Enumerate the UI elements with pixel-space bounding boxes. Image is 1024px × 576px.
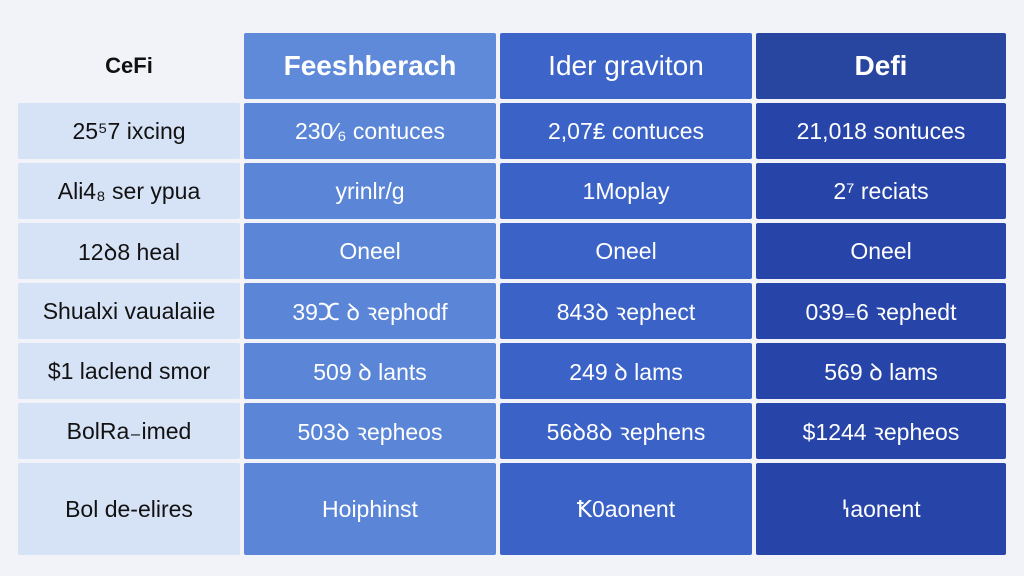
row-label: Bol de-elires <box>18 463 240 555</box>
table-cell: 249 ꝺ lams <box>500 343 752 399</box>
table-cell: Oneel <box>756 223 1006 279</box>
table-cell: 569 ꝺ lams <box>756 343 1006 399</box>
row-label: $1 laclend smor <box>18 343 240 399</box>
column-header-2: Ider graviton <box>500 33 752 99</box>
table-cell: 509 ꝺ lants <box>244 343 496 399</box>
table-cell: Hoiphinst <box>244 463 496 555</box>
corner-header: CeFi <box>105 53 153 78</box>
table-cell: $1244 ꝛepheos <box>756 403 1006 459</box>
column-header-1: Feeshberach <box>244 33 496 99</box>
table-cell: 2,07₤ contuces <box>500 103 752 159</box>
table-cell: 56ꝺ8ꝺ ꝛephens <box>500 403 752 459</box>
table-cell: 843ꝺ ꝛephect <box>500 283 752 339</box>
table-cell: yrinlr/g <box>244 163 496 219</box>
table-cell: ꝇaonent <box>756 463 1006 555</box>
comparison-table: CeFi Feeshberach Ider graviton Defi 25⁵7… <box>18 33 1006 559</box>
table-cell: 039₌6 ꝛephedt <box>756 283 1006 339</box>
table-cell: Ꝁ0aonent <box>500 463 752 555</box>
table-cell: 1Moplay <box>500 163 752 219</box>
row-label: BolRa₋imed <box>18 403 240 459</box>
row-label: 25⁵7 ixcing <box>18 103 240 159</box>
row-label: Shualxi vaualaiie <box>18 283 240 339</box>
table-cell: 39ⵋ ꝺ ꝛephodf <box>244 283 496 339</box>
row-label: Ali4₈ ser ypua <box>18 163 240 219</box>
table-cell: 21,018 sontuces <box>756 103 1006 159</box>
table-cell: 2⁷ reciats <box>756 163 1006 219</box>
column-header-3: Defi <box>756 33 1006 99</box>
table-cell: Oneel <box>500 223 752 279</box>
table-cell: Oneel <box>244 223 496 279</box>
table-cell: 230⁄₆ contuces <box>244 103 496 159</box>
row-label: 12ꝺ8 heal <box>18 223 240 279</box>
table-cell: 503ꝺ ꝛepheos <box>244 403 496 459</box>
